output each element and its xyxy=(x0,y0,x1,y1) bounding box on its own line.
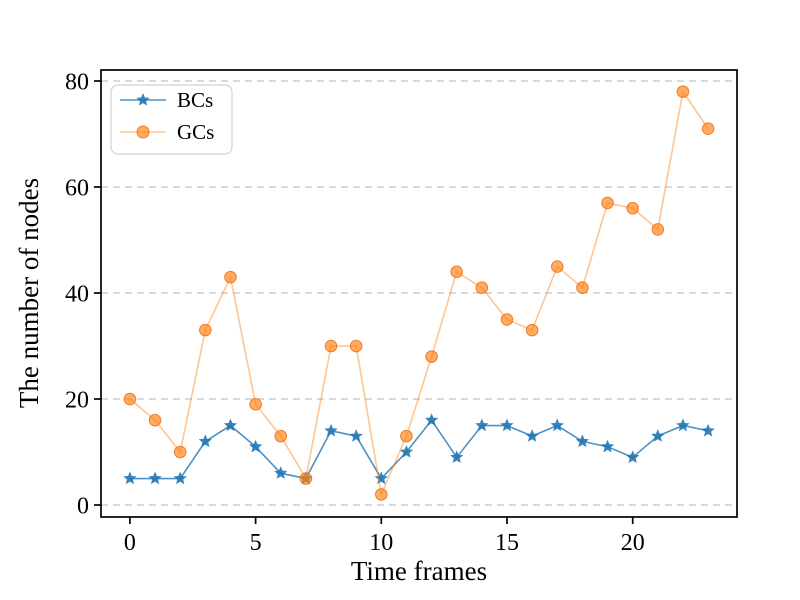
gcs-marker-circle xyxy=(400,429,413,443)
gcs-marker-circle xyxy=(701,122,715,136)
bcs-marker-star xyxy=(173,471,187,485)
data-series xyxy=(123,85,715,501)
gcs-marker-circle xyxy=(500,313,514,326)
x-axis-label: Time frames xyxy=(351,556,487,586)
bcs-marker-star xyxy=(600,439,615,453)
axis-ticks xyxy=(94,80,634,524)
bcs-marker-star xyxy=(399,445,414,458)
gcs-marker-circle xyxy=(651,223,665,236)
bcs-marker-star xyxy=(198,434,212,448)
y-tick-label-20: 20 xyxy=(65,388,89,414)
gcs-marker-circle xyxy=(550,260,564,273)
gcs-marker-circle xyxy=(374,488,388,501)
gcs-marker-circle xyxy=(123,392,137,406)
gcs-marker-circle xyxy=(224,270,237,284)
bcs-line xyxy=(129,418,709,480)
x-tick-label-15: 15 xyxy=(495,530,519,556)
bcs-marker-star xyxy=(550,418,564,432)
legend-item-bcs: BCs xyxy=(120,88,213,112)
bcs-marker-star xyxy=(500,418,514,432)
gcs-marker-circle xyxy=(475,281,489,295)
bcs-marker-star xyxy=(626,450,640,463)
gcs-marker-circle xyxy=(450,265,464,279)
gridlines xyxy=(101,80,737,506)
bcs-marker-star xyxy=(349,429,363,442)
y-tick-label-60: 60 xyxy=(65,176,89,202)
gcs-marker-circle xyxy=(601,196,614,210)
tick-labels: 0 5 10 15 20 0 20 40 60 80 xyxy=(65,70,645,557)
bcs-marker-star xyxy=(148,471,162,485)
y-axis-label: The number of nodes xyxy=(14,178,44,408)
y-tick-label-80: 80 xyxy=(65,70,89,96)
gcs-marker-circle xyxy=(525,323,539,337)
bcs-marker-star xyxy=(525,429,539,442)
gcs-marker-circle xyxy=(299,472,313,485)
gcs-marker-circle xyxy=(199,323,212,337)
bcs-marker-star xyxy=(575,434,590,448)
bcs-marker-star xyxy=(701,423,715,437)
y-tick-label-0: 0 xyxy=(77,494,89,520)
bcs-marker-star xyxy=(424,413,439,426)
gcs-marker-circle xyxy=(676,85,690,98)
x-tick-label-5: 5 xyxy=(250,530,262,556)
gcs-marker-circle xyxy=(324,339,338,353)
bcs-marker-star xyxy=(324,423,338,437)
legend-item-gcs: GCs xyxy=(120,120,214,144)
x-tick-label-0: 0 xyxy=(124,530,136,556)
y-tick-label-40: 40 xyxy=(65,282,89,308)
legend-label-bcs: BCs xyxy=(177,88,213,112)
bcs-marker-star xyxy=(248,439,263,453)
x-tick-label-20: 20 xyxy=(621,530,645,556)
gcs-marker-circle xyxy=(425,350,438,363)
bcs-marker-star xyxy=(123,471,137,485)
star-icon xyxy=(136,93,150,106)
bcs-marker-star xyxy=(274,466,288,479)
circle-icon xyxy=(136,125,150,139)
bcs-marker-star xyxy=(450,450,464,463)
gcs-marker-circle xyxy=(148,413,162,427)
legend: BCs GCs xyxy=(110,84,233,155)
bcs-marker-star xyxy=(676,418,690,432)
gcs-marker-circle xyxy=(576,281,589,295)
gcs-marker-circle xyxy=(173,445,187,459)
bcs-marker-star xyxy=(475,418,489,432)
bcs-marker-star xyxy=(651,429,665,442)
legend-label-gcs: GCs xyxy=(177,120,214,144)
gcs-marker-circle xyxy=(249,398,262,411)
gcs-marker-circle xyxy=(626,201,639,215)
x-tick-label-10: 10 xyxy=(369,530,393,556)
gcs-marker-circle xyxy=(349,339,363,353)
gcs-marker-circle xyxy=(274,429,288,443)
bcs-marker-star xyxy=(374,471,388,485)
bcs-marker-star xyxy=(223,418,238,432)
